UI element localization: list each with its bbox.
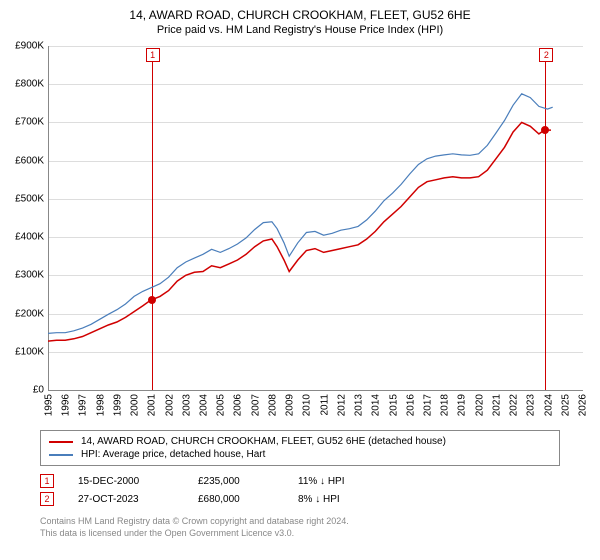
x-axis-label: 1999 [112, 394, 123, 416]
y-axis-label: £600K [0, 155, 44, 166]
x-axis-label: 2025 [560, 394, 571, 416]
y-axis-label: £0 [0, 385, 44, 396]
legend-swatch [49, 441, 73, 443]
x-axis-label: 2001 [147, 394, 158, 416]
x-axis-label: 1995 [44, 394, 55, 416]
x-axis-label: 2010 [302, 394, 313, 416]
chart-title-line1: 14, AWARD ROAD, CHURCH CROOKHAM, FLEET, … [0, 0, 600, 22]
sales-price: £680,000 [198, 494, 298, 505]
y-axis-label: £800K [0, 79, 44, 90]
y-axis-label: £300K [0, 270, 44, 281]
x-axis-label: 2022 [509, 394, 520, 416]
x-axis-label: 2016 [405, 394, 416, 416]
legend-swatch [49, 454, 73, 456]
x-axis-label: 2008 [267, 394, 278, 416]
x-axis-label: 2023 [526, 394, 537, 416]
sales-table: 1 15-DEC-2000£235,00011% ↓ HPI 2 27-OCT-202… [40, 474, 398, 510]
y-axis-label: £500K [0, 193, 44, 204]
footnote-line2: This data is licensed under the Open Gov… [40, 528, 349, 540]
x-axis-label: 2020 [474, 394, 485, 416]
x-axis-label: 2014 [371, 394, 382, 416]
footnote-line1: Contains HM Land Registry data © Crown c… [40, 516, 349, 528]
chart-lines [48, 46, 582, 390]
x-axis-label: 2003 [181, 394, 192, 416]
x-axis-label: 2000 [130, 394, 141, 416]
sales-marker: 1 [40, 474, 54, 488]
x-axis-label: 2011 [319, 394, 330, 416]
chart-plot-area: 1995199619971998199920002001200220032004… [48, 46, 582, 390]
x-axis-label: 2013 [354, 394, 365, 416]
y-axis-label: £900K [0, 41, 44, 52]
sales-date: 15-DEC-2000 [78, 476, 198, 487]
x-axis-label: 2017 [422, 394, 433, 416]
sales-price: £235,000 [198, 476, 298, 487]
x-axis-label: 2009 [285, 394, 296, 416]
y-axis-label: £200K [0, 308, 44, 319]
sales-row: 1 15-DEC-2000£235,00011% ↓ HPI [40, 474, 398, 488]
y-axis-label: £100K [0, 346, 44, 357]
x-axis-label: 1997 [78, 394, 89, 416]
chart-footnote: Contains HM Land Registry data © Crown c… [40, 516, 349, 539]
y-axis-label: £400K [0, 232, 44, 243]
x-axis-label: 1996 [61, 394, 72, 416]
sales-row: 2 27-OCT-2023£680,0008% ↓ HPI [40, 492, 398, 506]
x-axis-label: 2018 [440, 394, 451, 416]
legend-label: 14, AWARD ROAD, CHURCH CROOKHAM, FLEET, … [81, 436, 446, 447]
x-axis-label: 2024 [543, 394, 554, 416]
series-property_price [48, 122, 551, 341]
x-axis-label: 2019 [457, 394, 468, 416]
x-axis-label: 2004 [199, 394, 210, 416]
sales-date: 27-OCT-2023 [78, 494, 198, 505]
x-axis-label: 2005 [216, 394, 227, 416]
sales-marker: 2 [40, 492, 54, 506]
y-axis-label: £700K [0, 117, 44, 128]
sales-delta: 11% ↓ HPI [298, 476, 398, 487]
x-axis-label: 2012 [336, 394, 347, 416]
x-axis-label: 1998 [95, 394, 106, 416]
sales-delta: 8% ↓ HPI [298, 494, 398, 505]
x-axis-label: 2006 [233, 394, 244, 416]
marker-point-1 [148, 296, 156, 304]
x-axis-label: 2026 [578, 394, 589, 416]
x-axis-label: 2015 [388, 394, 399, 416]
chart-title-line2: Price paid vs. HM Land Registry's House … [0, 22, 600, 36]
x-axis-label: 2007 [250, 394, 261, 416]
legend-label: HPI: Average price, detached house, Hart [81, 449, 265, 460]
x-axis-label: 2021 [491, 394, 502, 416]
chart-legend: 14, AWARD ROAD, CHURCH CROOKHAM, FLEET, … [40, 430, 560, 466]
marker-point-2 [541, 126, 549, 134]
legend-item: HPI: Average price, detached house, Hart [49, 448, 551, 461]
series-hpi [48, 94, 553, 334]
x-axis-label: 2002 [164, 394, 175, 416]
legend-item: 14, AWARD ROAD, CHURCH CROOKHAM, FLEET, … [49, 435, 551, 448]
